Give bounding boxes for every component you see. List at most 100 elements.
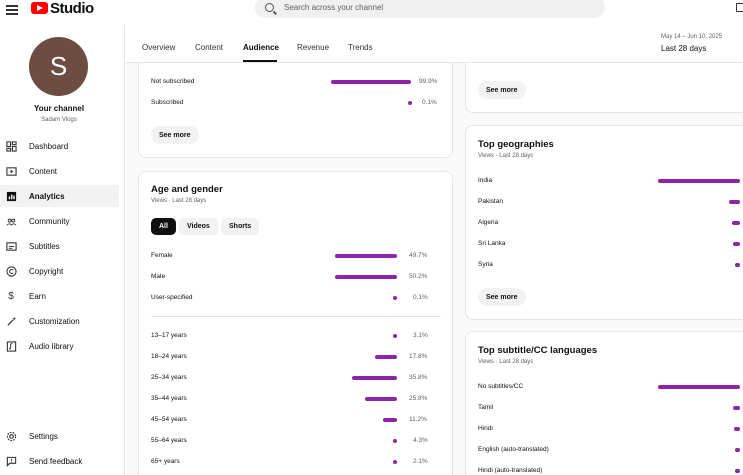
row-bar	[735, 469, 740, 473]
top-subtitle-languages-card: Top subtitle/CC languages Views · Last 2…	[465, 331, 743, 475]
sidebar-item-earn[interactable]: $ Earn	[0, 285, 119, 307]
row-bar	[408, 101, 412, 105]
sidebar-item-subtitles[interactable]: Subtitles	[0, 235, 119, 257]
chip-videos[interactable]: Videos	[179, 218, 218, 235]
filter-chips: All Videos Shorts	[151, 218, 351, 235]
sidebar-item-label: Copyright	[29, 266, 64, 276]
row-bar	[365, 397, 397, 401]
divider	[151, 316, 441, 317]
sidebar-item-label: Settings	[29, 431, 58, 441]
date-range[interactable]: May 14 – Jun 10, 2025	[661, 34, 723, 40]
sidebar-item-label: Earn	[29, 291, 46, 301]
channel-name: Sadam Vlogs	[41, 117, 77, 123]
row-label: 25–34 years	[151, 374, 187, 381]
row-value: 35.8%	[409, 374, 428, 381]
row-bar	[733, 406, 740, 410]
tab-trends[interactable]: Trends	[348, 43, 373, 52]
row-bar	[335, 254, 397, 258]
date-period-label[interactable]: Last 28 days	[661, 44, 707, 53]
row-label: Female	[151, 252, 173, 259]
sidebar-item-label: Community	[29, 216, 70, 226]
row-value: 4.3%	[413, 437, 428, 444]
sidebar-item-audio-library[interactable]: Audio library	[0, 335, 119, 357]
card-subtitle: Views · Last 28 days	[151, 198, 207, 204]
tab-overview[interactable]: Overview	[142, 43, 176, 52]
see-more-button[interactable]: See more	[151, 126, 199, 144]
sidebar-item-copyright[interactable]: Copyright	[0, 260, 119, 282]
row-bar	[375, 355, 397, 359]
row-value: 17.8%	[409, 353, 428, 360]
active-tab-indicator	[243, 60, 277, 62]
top-bar: Studio	[0, 0, 743, 25]
row-value: 0.1%	[422, 99, 437, 106]
row-bar	[383, 418, 397, 422]
studio-logo[interactable]: Studio	[31, 0, 94, 17]
sidebar-item-content[interactable]: Content	[0, 160, 119, 182]
row-bar	[658, 179, 740, 183]
sidebar-item-community[interactable]: Community	[0, 210, 119, 232]
right-top-card: See more	[465, 63, 743, 113]
search-input[interactable]	[284, 3, 584, 12]
list-item: 35–44 years 25.8%	[151, 395, 441, 405]
list-item: No subtitles/CC	[478, 383, 743, 393]
sidebar-item-send-feedback[interactable]: Send feedback	[0, 450, 119, 472]
row-label: English (auto-translated)	[478, 446, 549, 453]
sidebar-item-customization[interactable]: Customization	[0, 310, 119, 332]
row-bar	[393, 296, 397, 300]
row-value: 99.9%	[419, 78, 438, 85]
sidebar-item-analytics[interactable]: Analytics	[0, 185, 119, 207]
youtube-play-icon	[31, 2, 48, 14]
tab-audience[interactable]: Audience	[243, 43, 280, 52]
row-bar	[393, 334, 397, 338]
search-icon[interactable]	[265, 3, 274, 12]
row-bar	[729, 200, 740, 204]
sidebar: S Your channel Sadam Vlogs Dashboard Con…	[0, 25, 125, 475]
subtitles-icon	[4, 239, 18, 253]
row-value: 11.2%	[409, 416, 427, 423]
row-label: Subscribed	[151, 99, 184, 106]
see-more-button[interactable]: See more	[478, 288, 526, 306]
see-more-button[interactable]: See more	[478, 81, 526, 99]
tab-revenue[interactable]: Revenue	[297, 43, 330, 52]
card-subtitle: Views · Last 28 days	[478, 153, 534, 159]
sidebar-item-label: Analytics	[29, 191, 65, 201]
analytics-tabs: Overview Content Audience Revenue Trends…	[126, 25, 743, 63]
sidebar-item-dashboard[interactable]: Dashboard	[0, 135, 119, 157]
menu-icon[interactable]	[6, 5, 18, 15]
list-item: Tamil	[478, 404, 743, 414]
sidebar-item-label: Dashboard	[29, 141, 69, 151]
row-label: India	[478, 177, 493, 184]
channel-avatar[interactable]: S	[29, 37, 88, 96]
row-bar	[658, 385, 740, 389]
analytics-icon	[4, 189, 18, 203]
row-bar	[352, 376, 397, 380]
row-label: Hindi (auto-translated)	[478, 467, 543, 474]
sidebar-item-settings[interactable]: Settings	[0, 425, 119, 447]
row-value: 50.2%	[409, 273, 428, 280]
logo-text: Studio	[50, 0, 94, 17]
row-label: No subtitles/CC	[478, 383, 524, 390]
card-title: Age and gender	[151, 184, 223, 195]
row-label: 45–54 years	[151, 416, 187, 423]
tab-content[interactable]: Content	[195, 43, 224, 52]
chip-all[interactable]: All	[151, 218, 176, 235]
chip-shorts[interactable]: Shorts	[221, 218, 260, 235]
search-bar[interactable]	[255, 0, 605, 18]
subscription-status-card: Not subscribed 99.9% Subscribed 0.1% See…	[138, 63, 453, 158]
sidebar-item-label: Subtitles	[29, 241, 60, 251]
feedback-icon	[4, 454, 18, 468]
row-label: Not subscribed	[151, 78, 195, 85]
audio-library-icon	[4, 339, 18, 353]
list-item: User-specified 0.1%	[151, 294, 441, 304]
row-label: User-specified	[151, 294, 193, 301]
list-item: 65+ years 2.1%	[151, 458, 441, 468]
copyright-icon	[4, 264, 18, 278]
age-gender-card: Age and gender Views · Last 28 days All …	[138, 171, 453, 475]
content-icon	[4, 164, 18, 178]
community-icon	[4, 214, 18, 228]
row-bar	[733, 242, 740, 246]
create-icon[interactable]	[736, 3, 743, 12]
row-label: Pakistan	[478, 198, 503, 205]
row-bar	[331, 80, 411, 84]
row-label: 65+ years	[151, 458, 180, 465]
